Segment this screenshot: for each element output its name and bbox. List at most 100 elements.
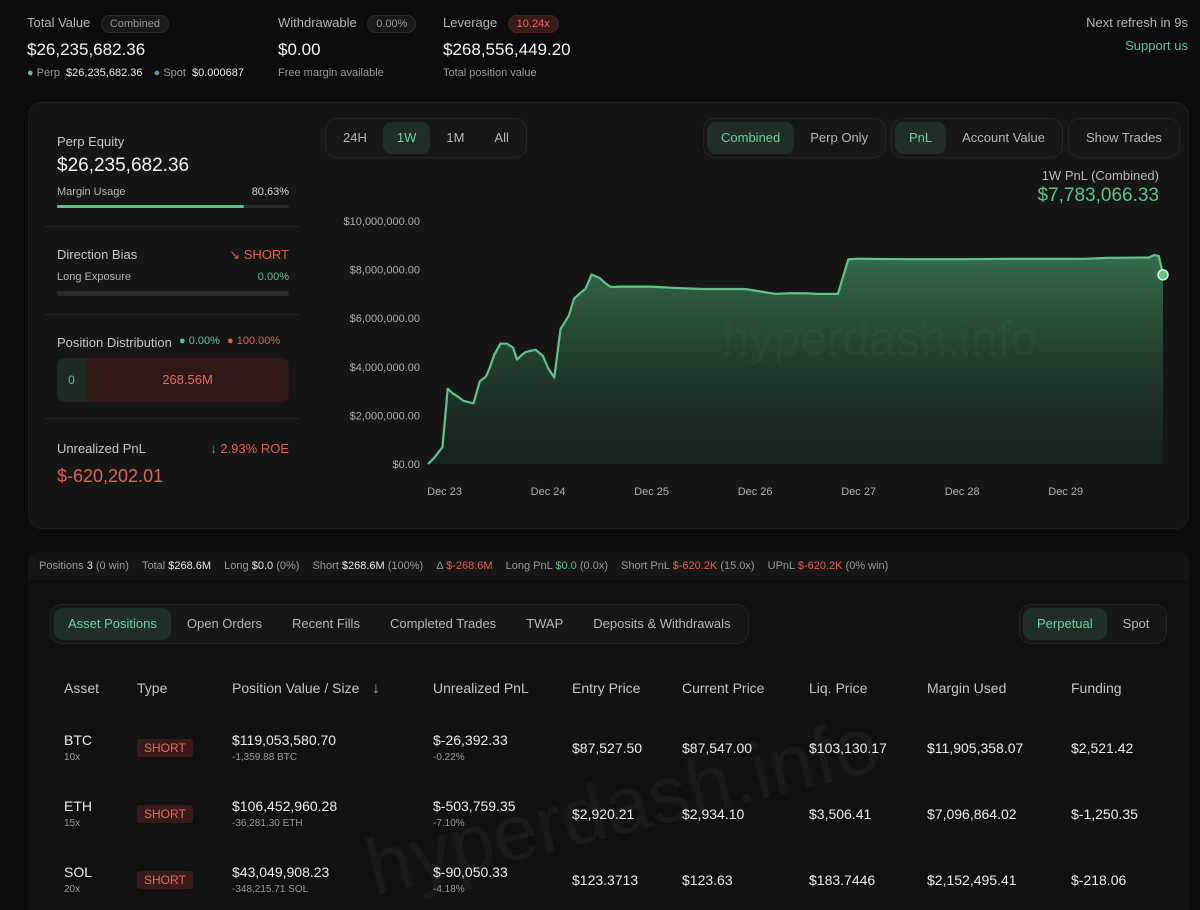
positions-tabs: Asset Positions Open Orders Recent Fills Co… — [50, 604, 749, 644]
scope-combined[interactable]: Combined — [707, 122, 795, 154]
withdrawable-block: Withdrawable 0.00% — [278, 14, 417, 33]
funding: $-218.06 — [1071, 872, 1127, 888]
perp-spot-breakdown: ● Perp $26,235,682.36 ● Spot $0.000687 — [27, 67, 244, 79]
chart-pnl-value: $7,783,066.33 — [1037, 185, 1159, 206]
market-toggle: Perpetual Spot — [1019, 604, 1168, 644]
range-1m[interactable]: 1M — [446, 130, 465, 145]
range-1w[interactable]: 1W — [382, 122, 431, 154]
roe: ↓ 2.93% ROE — [180, 441, 289, 456]
column-header: Liq. Price — [809, 680, 868, 696]
tab-deposits-withdrawals[interactable]: Deposits & Withdrawals — [593, 616, 731, 631]
left-divider — [45, 418, 299, 419]
chart-pnl-label: 1W PnL (Combined) — [1041, 168, 1159, 183]
long-pnl-sub: (0.0x) — [579, 560, 608, 572]
market-spot[interactable]: Spot — [1122, 616, 1150, 631]
entry-price: $2,920.21 — [572, 806, 635, 822]
arrow-down-icon: ↓ — [210, 441, 217, 456]
upnl-label: UPnL — [767, 560, 795, 572]
tab-open-orders[interactable]: Open Orders — [186, 616, 263, 631]
y-tick-label: $4,000,000.00 — [350, 362, 420, 374]
liq-price: $3,506.41 — [809, 806, 872, 822]
position-size: -1,359.88 BTC — [232, 752, 298, 763]
short-pnl-value: $-620.2K — [672, 560, 718, 572]
unrealized-pnl: $-503,759.35 — [433, 798, 516, 814]
direction-bias: ↘ SHORT — [200, 247, 289, 263]
margin-usage-fill — [57, 205, 245, 208]
range-24h[interactable]: 24H — [343, 130, 367, 145]
y-tick-label: $10,000,000.00 — [344, 216, 420, 228]
entry-price: $87,527.50 — [572, 740, 643, 756]
roe-value: 2.93% ROE — [220, 441, 289, 456]
total-value-block: Total Value Combined — [27, 14, 169, 33]
x-tick-label: Dec 23 — [427, 486, 462, 498]
funding: $-1,250.35 — [1071, 806, 1138, 822]
combined-badge: Combined — [100, 15, 169, 33]
x-tick-label: Dec 26 — [738, 486, 773, 498]
unrealized-pnl: $-26,392.33 — [433, 732, 508, 748]
pnl-last-point[interactable] — [1157, 269, 1169, 281]
unrealized-pnl-label: Unrealized PnL — [57, 441, 146, 456]
tab-recent-fills[interactable]: Recent Fills — [292, 616, 360, 631]
x-tick-label: Dec 29 — [1048, 486, 1083, 498]
short-label: Short — [312, 560, 339, 572]
position-value: $43,049,908.23 — [232, 864, 330, 880]
column-header[interactable]: Position Value / Size — [232, 680, 360, 696]
long-exposure-bar — [57, 291, 289, 296]
long-label: Long — [224, 560, 249, 572]
asset-symbol: ETH — [64, 798, 92, 814]
position-size: -348,215.71 SOL — [232, 884, 309, 895]
show-trades-button[interactable]: Show Trades — [1086, 130, 1162, 145]
margin-usage-label: Margin Usage — [57, 186, 126, 198]
delta-label: Δ — [436, 560, 443, 572]
distribution-legend: ● 0.00% ● 100.00% — [179, 335, 280, 347]
funding: $2,521.42 — [1071, 740, 1134, 756]
range-selector: 24H 1W 1M All — [325, 118, 527, 158]
left-divider — [45, 314, 299, 315]
stats-strip: Positions 3 (0 win) Total $268.6M Long $… — [39, 560, 888, 572]
metric-pnl[interactable]: PnL — [895, 122, 947, 154]
short-badge: SHORT — [137, 805, 193, 823]
range-all[interactable]: All — [494, 130, 509, 145]
metric-account-value[interactable]: Account Value — [962, 130, 1046, 145]
asset-leverage: 15x — [64, 818, 81, 829]
x-tick-label: Dec 24 — [531, 486, 566, 498]
current-price: $123.63 — [682, 872, 733, 888]
position-value: $119,053,580.70 — [232, 732, 337, 748]
market-perpetual[interactable]: Perpetual — [1023, 608, 1107, 640]
spot-label: Spot — [163, 67, 186, 79]
margin-used: $11,905,358.07 — [927, 740, 1024, 756]
position-distribution-label: Position Distribution — [57, 335, 172, 350]
withdrawable-sub: Free margin available — [278, 67, 384, 79]
column-header: Unrealized PnL — [433, 680, 529, 696]
dist-long-segment: 0 — [57, 358, 86, 402]
leverage-label: Leverage — [443, 15, 498, 30]
margin-used: $2,152,495.41 — [927, 872, 1017, 888]
column-header: Asset — [64, 680, 100, 696]
unrealized-pnl-pct: -4.18% — [433, 884, 465, 895]
scope-perp-only[interactable]: Perp Only — [810, 130, 869, 145]
unrealized-pnl: $-90,050.33 — [433, 864, 508, 880]
type-badge: SHORT — [137, 739, 193, 757]
short-dot-icon: ● — [226, 335, 234, 347]
direction-bias-value: SHORT — [243, 247, 289, 262]
tab-asset-positions[interactable]: Asset Positions — [54, 608, 171, 640]
metric-selector: PnL Account Value — [891, 118, 1064, 158]
y-tick-label: $8,000,000.00 — [350, 265, 420, 277]
tab-completed-trades[interactable]: Completed Trades — [389, 616, 497, 631]
dist-short-pct: 100.00% — [236, 335, 281, 347]
column-header: Funding — [1071, 680, 1122, 696]
positions-label: Positions — [39, 560, 84, 572]
long-value: $0.0 — [251, 560, 274, 572]
type-badge: SHORT — [137, 871, 193, 889]
unrealized-pnl-pct: -0.22% — [433, 752, 465, 763]
withdrawable-badge: 0.00% — [367, 15, 417, 33]
tab-twap[interactable]: TWAP — [526, 616, 564, 631]
support-link[interactable]: Support us — [1125, 38, 1188, 53]
short-sub: (100%) — [387, 560, 424, 572]
x-tick-label: Dec 27 — [841, 486, 876, 498]
withdrawable-label: Withdrawable — [278, 15, 357, 30]
long-exposure-label: Long Exposure — [57, 271, 131, 283]
show-trades-toggle: Show Trades — [1068, 118, 1180, 158]
distribution-bar: 0 268.56M — [57, 358, 289, 402]
stats-strip-bg — [28, 552, 1189, 580]
